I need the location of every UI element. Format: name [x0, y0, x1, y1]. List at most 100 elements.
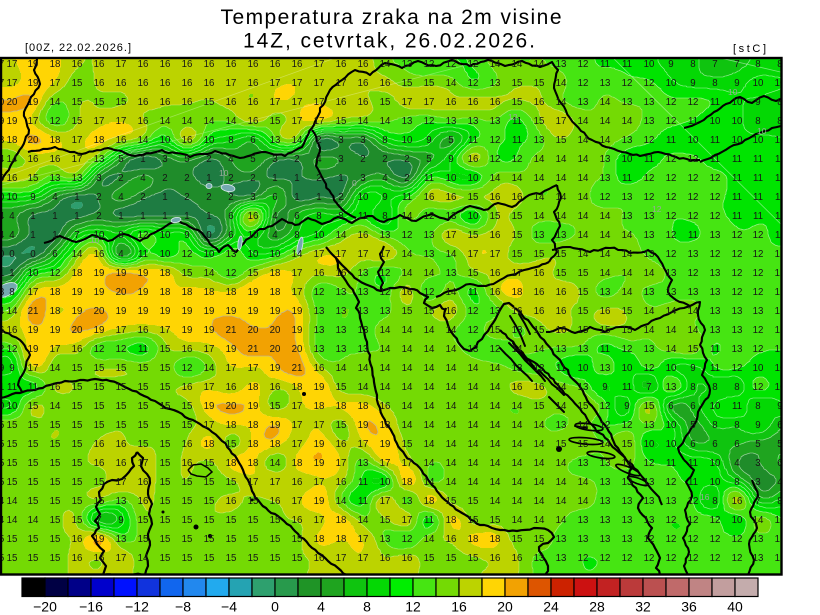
svg-text:18: 18: [336, 401, 347, 412]
svg-text:14: 14: [226, 116, 237, 127]
svg-text:15: 15: [160, 420, 171, 431]
svg-text:16: 16: [336, 439, 347, 450]
svg-text:11: 11: [710, 154, 720, 165]
svg-text:16: 16: [226, 97, 237, 108]
svg-text:13: 13: [358, 306, 369, 317]
svg-text:15: 15: [336, 420, 347, 431]
svg-text:4: 4: [316, 154, 322, 165]
svg-text:16: 16: [446, 306, 457, 317]
svg-text:6: 6: [0, 325, 4, 336]
svg-text:15: 15: [72, 515, 83, 526]
svg-text:13: 13: [622, 515, 633, 526]
svg-text:1: 1: [9, 268, 14, 279]
svg-text:15: 15: [468, 192, 479, 203]
svg-text:10: 10: [468, 173, 479, 184]
svg-text:14: 14: [468, 420, 479, 431]
svg-text:14: 14: [358, 363, 369, 374]
svg-text:14: 14: [578, 154, 589, 165]
svg-text:19: 19: [248, 306, 259, 317]
svg-text:13: 13: [666, 382, 677, 393]
svg-text:12: 12: [468, 78, 479, 89]
svg-text:10: 10: [622, 154, 633, 165]
svg-text:16: 16: [116, 135, 127, 146]
svg-text:17: 17: [402, 458, 413, 469]
svg-text:12: 12: [732, 553, 743, 564]
svg-text:13: 13: [753, 306, 764, 317]
svg-text:11: 11: [622, 173, 632, 184]
svg-text:19: 19: [28, 59, 39, 70]
svg-text:12: 12: [644, 534, 655, 545]
svg-text:12: 12: [666, 97, 677, 108]
svg-text:14: 14: [512, 496, 523, 507]
svg-text:8: 8: [118, 230, 123, 241]
svg-text:16: 16: [94, 439, 105, 450]
svg-text:16: 16: [50, 382, 61, 393]
svg-text:17: 17: [292, 268, 303, 279]
svg-text:16: 16: [248, 78, 259, 89]
svg-text:14: 14: [424, 420, 435, 431]
svg-text:2: 2: [228, 173, 233, 184]
svg-text:14: 14: [402, 382, 413, 393]
svg-text:17: 17: [116, 59, 127, 70]
svg-text:16: 16: [490, 230, 501, 241]
svg-text:18: 18: [512, 287, 523, 298]
svg-text:0: 0: [9, 249, 15, 260]
svg-text:16: 16: [94, 553, 105, 564]
svg-text:16: 16: [138, 78, 149, 89]
svg-text:11: 11: [358, 477, 368, 488]
svg-text:24: 24: [543, 599, 559, 615]
svg-text:17: 17: [314, 515, 325, 526]
svg-text:10: 10: [732, 135, 743, 146]
svg-text:14: 14: [622, 230, 633, 241]
svg-text:14: 14: [270, 458, 281, 469]
svg-text:15: 15: [182, 420, 193, 431]
svg-text:10: 10: [710, 116, 721, 127]
svg-text:13: 13: [600, 154, 611, 165]
svg-text:11: 11: [28, 382, 38, 393]
svg-text:14: 14: [666, 344, 677, 355]
svg-text:6: 6: [777, 420, 782, 431]
svg-text:−16: −16: [79, 599, 103, 615]
svg-text:6: 6: [690, 401, 695, 412]
svg-text:13: 13: [666, 268, 677, 279]
svg-text:12: 12: [732, 268, 743, 279]
svg-text:12: 12: [753, 268, 764, 279]
svg-text:14: 14: [512, 173, 523, 184]
svg-text:1: 1: [206, 173, 211, 184]
svg-text:8: 8: [755, 59, 760, 70]
svg-text:9: 9: [690, 78, 695, 89]
svg-text:4: 4: [52, 192, 58, 203]
svg-text:16: 16: [182, 59, 193, 70]
svg-text:10: 10: [248, 230, 259, 241]
svg-text:15: 15: [622, 325, 633, 336]
svg-text:16: 16: [182, 344, 193, 355]
svg-text:14: 14: [512, 458, 523, 469]
svg-text:19: 19: [116, 268, 127, 279]
svg-text:17: 17: [380, 496, 391, 507]
svg-text:12: 12: [402, 230, 413, 241]
svg-text:12: 12: [775, 268, 786, 279]
svg-text:8: 8: [777, 496, 782, 507]
svg-text:14: 14: [600, 268, 611, 279]
svg-text:19: 19: [204, 325, 215, 336]
svg-text:15: 15: [116, 401, 127, 412]
svg-text:14: 14: [402, 363, 413, 374]
svg-text:17: 17: [314, 116, 325, 127]
svg-text:14: 14: [534, 477, 545, 488]
svg-text:19: 19: [116, 306, 127, 317]
svg-text:16: 16: [468, 97, 479, 108]
svg-text:15: 15: [138, 534, 149, 545]
svg-text:15: 15: [226, 515, 237, 526]
svg-text:18: 18: [226, 458, 237, 469]
svg-text:17: 17: [226, 363, 237, 374]
svg-text:15: 15: [402, 306, 413, 317]
svg-text:11: 11: [732, 401, 742, 412]
svg-text:17: 17: [270, 477, 281, 488]
svg-text:15: 15: [72, 363, 83, 374]
svg-text:11: 11: [775, 230, 785, 241]
svg-text:10: 10: [90, 235, 100, 245]
svg-text:1: 1: [30, 211, 35, 222]
svg-text:16: 16: [226, 382, 237, 393]
svg-text:8: 8: [777, 59, 782, 70]
svg-text:13: 13: [644, 344, 655, 355]
